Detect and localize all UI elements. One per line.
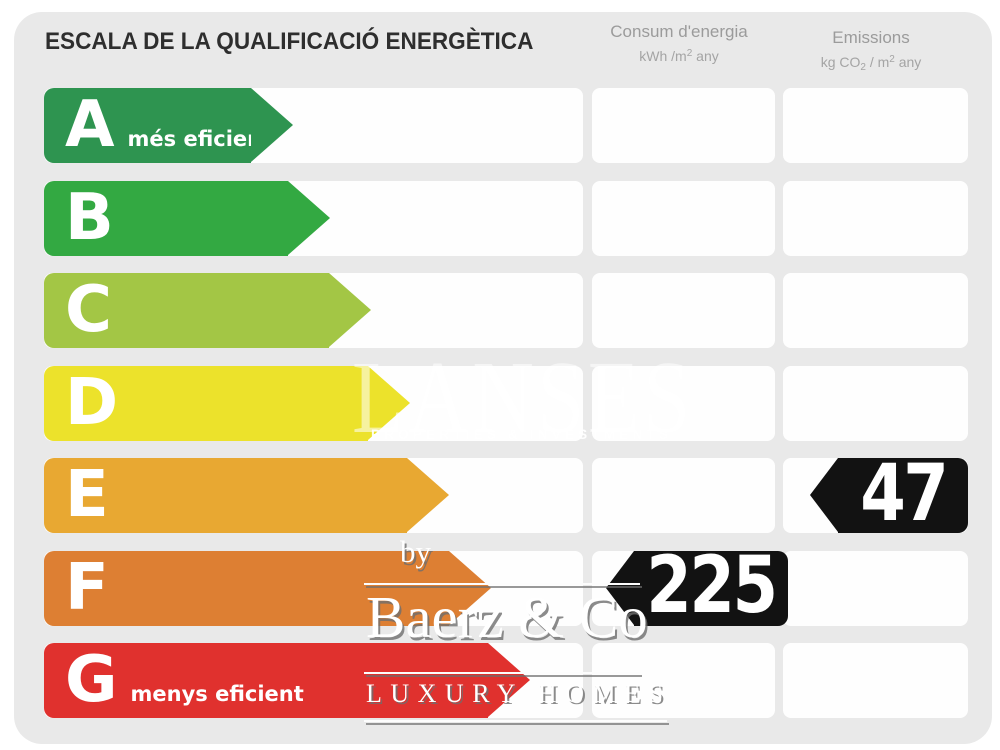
grade-row-f: F — [0, 550, 1000, 626]
emissions-header-unit: kg CO2 / m2 any — [771, 54, 971, 73]
emissions-unit-mid: / m — [865, 54, 890, 70]
consum-cell-a — [592, 88, 775, 163]
consum-unit-sup: 2 — [686, 48, 693, 59]
consum-cell-c — [592, 273, 775, 348]
emissions-cell-g — [783, 643, 968, 718]
consum-unit-suffix: any — [692, 48, 719, 64]
emissions-value-arrow: 47 — [810, 455, 968, 533]
grade-letter: A — [65, 88, 115, 162]
grade-arrow-f: F — [44, 550, 449, 626]
consum-value-arrow: 225 — [606, 547, 788, 626]
grade-letter: F — [65, 550, 109, 625]
emissions-cell-b — [783, 180, 968, 256]
grade-row-d: D — [0, 365, 1000, 441]
consum-cell-d — [592, 365, 775, 441]
emissions-column-header: Emissions kg CO2 / m2 any — [771, 28, 971, 73]
logo-divider-middle — [364, 672, 640, 674]
consum-unit-text: kWh /m — [639, 48, 687, 64]
logo-divider-bottom — [364, 720, 667, 722]
grade-arrow-b: B — [44, 180, 288, 256]
grade-arrow-tip-icon — [407, 458, 449, 532]
grade-arrow-tip-icon — [288, 180, 330, 255]
consum-header-title: Consum d'energia — [610, 22, 748, 41]
grade-letter: E — [65, 458, 109, 532]
emissions-cell-d — [783, 365, 968, 441]
grade-arrow-tip-icon — [251, 88, 293, 162]
emissions-unit-sup: 2 — [889, 54, 895, 65]
emissions-unit-text: kg CO — [820, 54, 861, 70]
grade-row-c: C — [0, 273, 1000, 348]
baerz-logo-watermark: by Baerz & Co LUXURY HOMES — [364, 534, 672, 735]
grade-arrow-tip-icon — [329, 273, 371, 347]
emissions-cell-a — [783, 88, 968, 163]
grade-arrow-tip-icon — [449, 550, 491, 625]
watermark-big-tagline: PROPERTIES & INVESTMENTS — [371, 427, 673, 442]
grade-arrow-tip-icon — [488, 643, 530, 717]
scale-title: ESCALA DE LA QUALIFICACIÓ ENERGÈTICA — [45, 28, 534, 55]
emissions-arrow-body: 47 — [838, 455, 968, 533]
watermark-big-word: LANSES — [352, 340, 694, 455]
grade-letter: D — [65, 365, 119, 440]
logo-by-text: by — [400, 534, 431, 569]
grade-row-b: B — [0, 180, 1000, 256]
emissions-cell-c — [783, 273, 968, 348]
grade-note: menys eficient — [130, 682, 304, 706]
grade-arrow-e: E — [44, 458, 407, 533]
logo-divider-top — [364, 583, 640, 585]
grade-arrow-d: D — [44, 365, 368, 441]
grade-letter: C — [65, 273, 112, 347]
consum-arrow-tip-icon — [606, 550, 634, 625]
logo-subtitle-text: LUXURY HOMES — [366, 679, 672, 708]
consum-value: 225 — [646, 541, 778, 631]
emissions-value: 47 — [859, 448, 949, 539]
emissions-unit-sub: 2 — [860, 62, 866, 73]
consum-arrow-body: 225 — [634, 547, 788, 626]
grade-letter: B — [65, 180, 114, 255]
grade-arrow-c: C — [44, 273, 329, 348]
grade-note: més eficient — [127, 127, 273, 151]
logo-brand-text: Baerz & Co — [366, 584, 648, 650]
emissions-unit-suffix: any — [894, 54, 922, 70]
grade-arrow-tip-icon — [368, 365, 410, 440]
emissions-arrow-tip-icon — [810, 458, 838, 532]
consum-column-header: Consum d'energia kWh /m2 any — [583, 22, 775, 64]
consum-cell-e — [592, 458, 775, 533]
consum-cell-g — [592, 643, 775, 718]
grade-letter: G — [65, 643, 118, 717]
emissions-cell-f — [783, 550, 968, 626]
consum-cell-b — [592, 180, 775, 256]
emissions-header-title: Emissions — [832, 28, 910, 47]
consum-header-unit: kWh /m2 any — [583, 48, 775, 64]
